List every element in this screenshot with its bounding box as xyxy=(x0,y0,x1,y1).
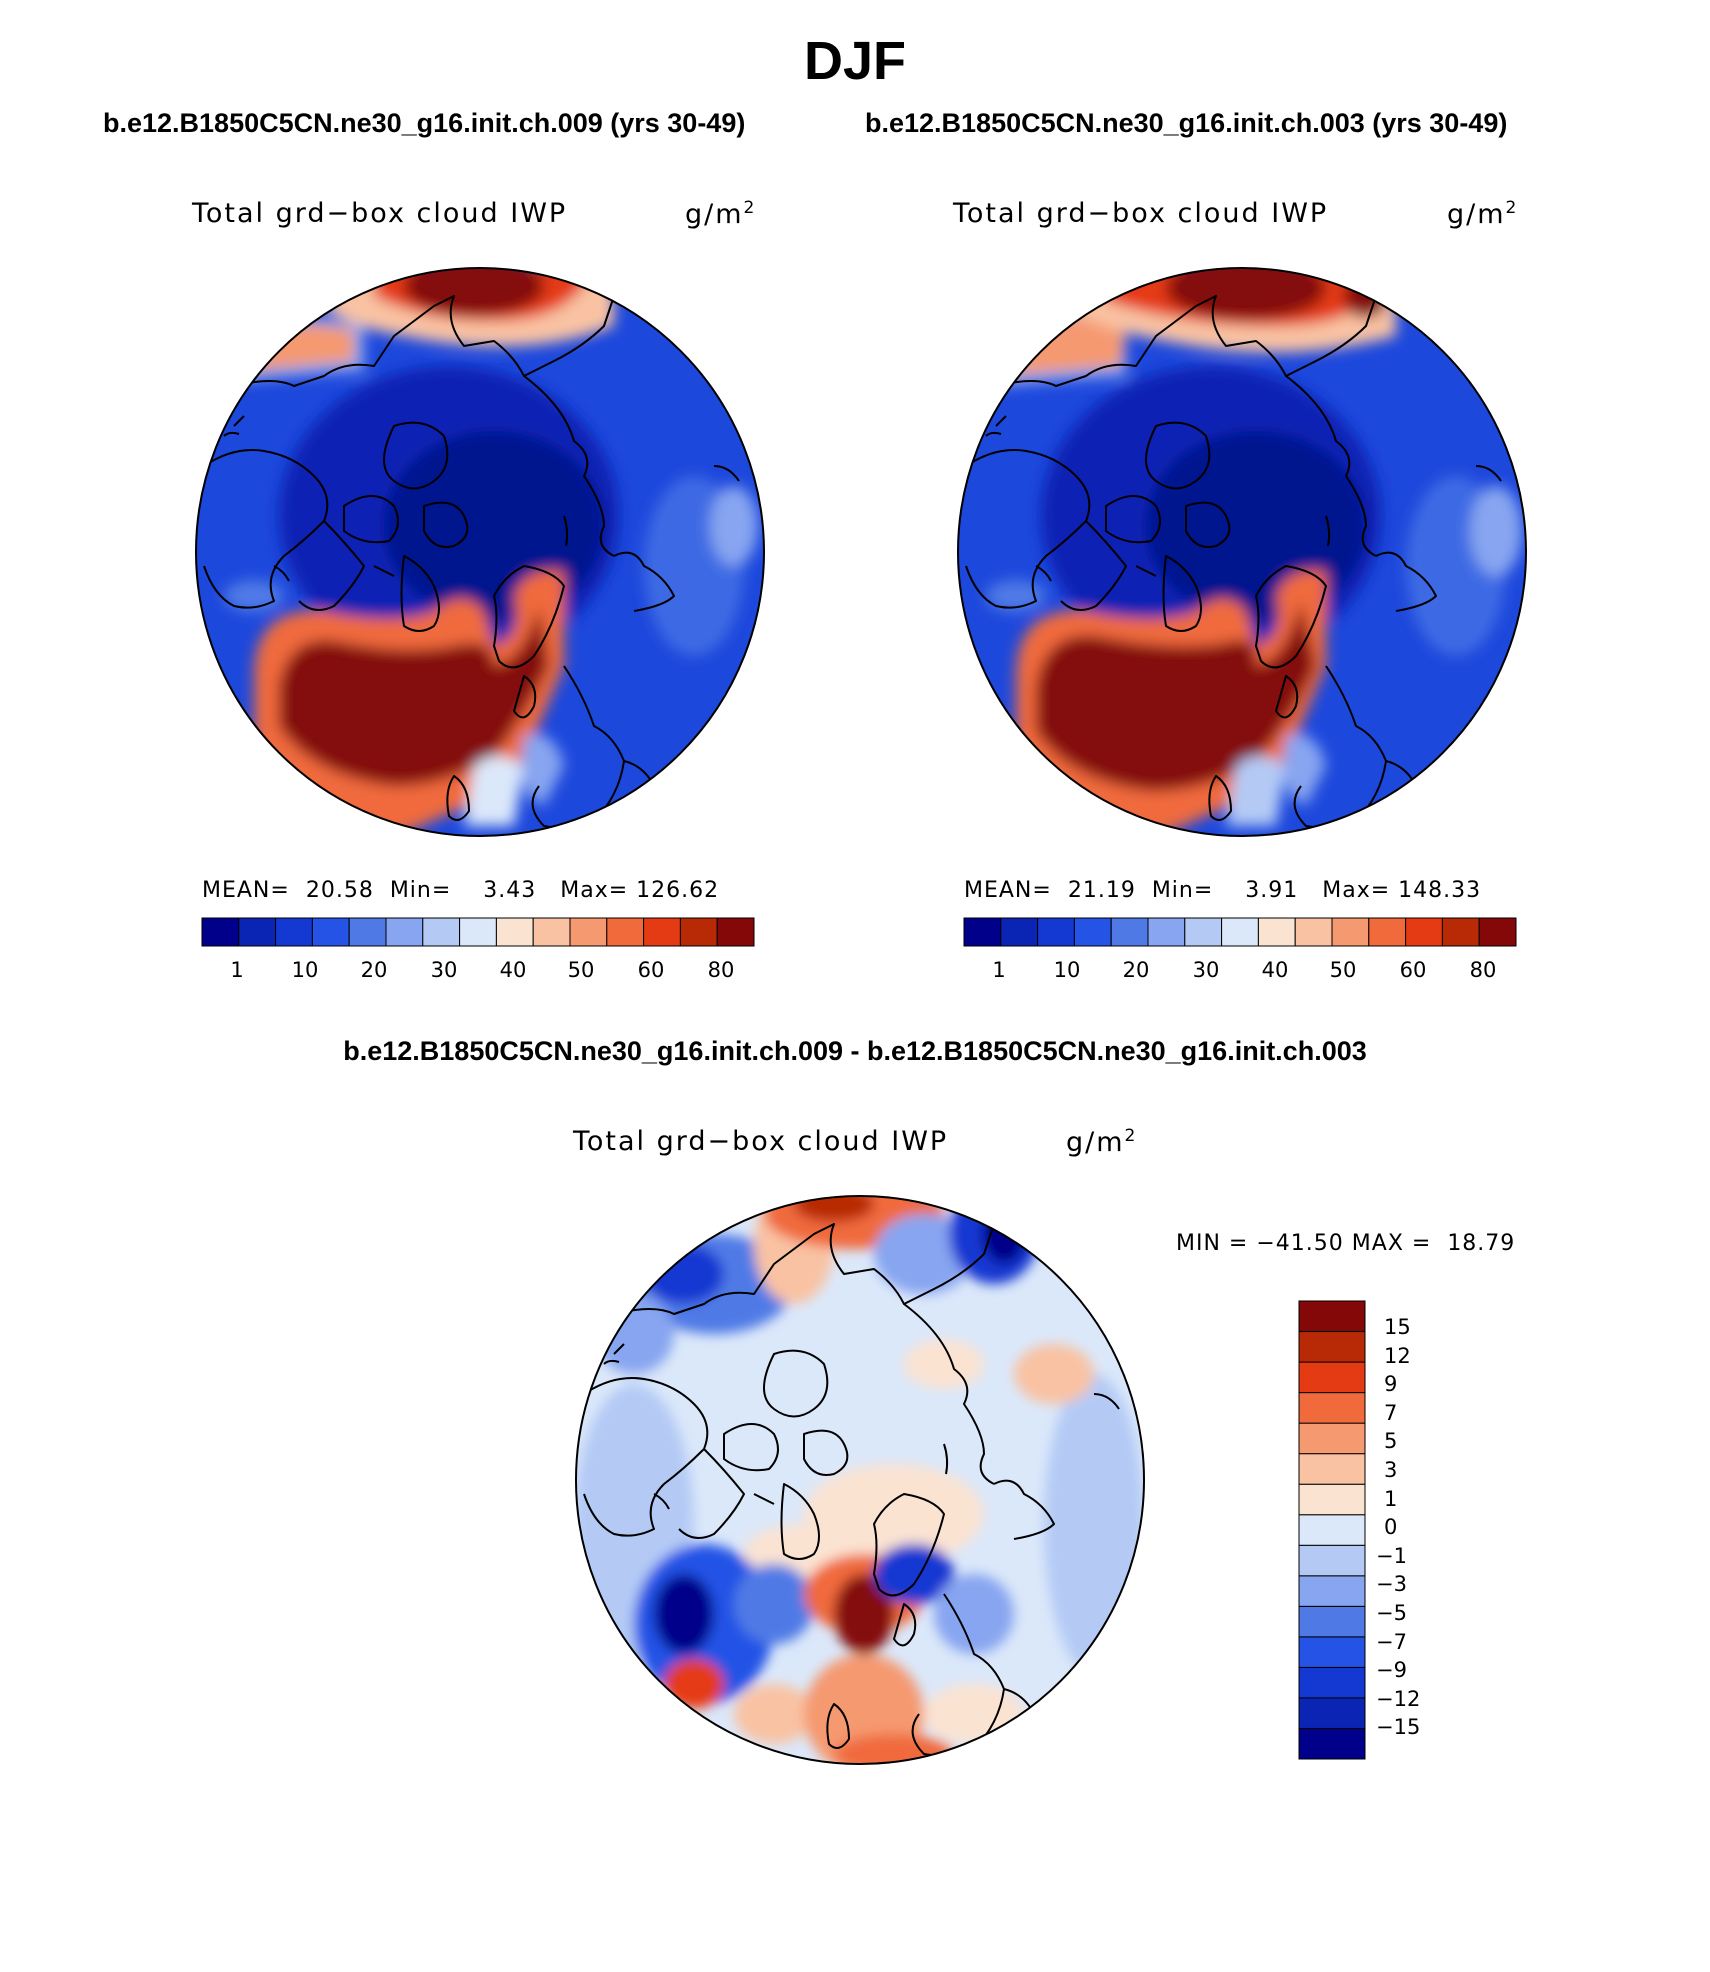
cbar-tick: 50 xyxy=(567,958,595,982)
panel-b-stats: MEAN= 21.19 Min= 3.91 Max= 148.33 xyxy=(964,878,1482,903)
colorbar-swatch xyxy=(1257,917,1296,947)
colorbar-swatch xyxy=(1110,917,1149,947)
colorbar-swatch xyxy=(1298,1636,1366,1668)
colorbar-swatch xyxy=(1298,1422,1366,1455)
colorbar-swatch xyxy=(569,917,608,947)
colorbar-swatch xyxy=(1298,1300,1366,1333)
colorbar-difference xyxy=(1298,1300,1366,1760)
colorbar-swatch xyxy=(1037,917,1075,947)
colorbar-swatch xyxy=(1294,917,1333,947)
cbar-tick: −1 xyxy=(1376,1544,1407,1568)
colorbar-swatch xyxy=(1331,917,1370,947)
case-b-title: b.e12.B1850C5CN.ne30_g16.init.ch.003 (yr… xyxy=(865,108,1508,138)
cbar-tick: 80 xyxy=(707,958,735,982)
polar-map-case-b xyxy=(957,267,1527,837)
colorbar-swatch xyxy=(1298,1605,1366,1638)
cbar-tick: 40 xyxy=(1261,958,1289,982)
diff-minmax: MIN = −41.50 MAX = 18.79 xyxy=(1176,1231,1516,1256)
colorbar-b-ticks: 1 10 20 30 40 50 60 80 xyxy=(963,958,1517,988)
colorbar-case-b xyxy=(963,917,1517,947)
colorbar-swatch xyxy=(1184,917,1223,947)
case-a-title: b.e12.B1850C5CN.ne30_g16.init.ch.009 (yr… xyxy=(103,108,746,138)
colorbar-swatch xyxy=(422,917,461,947)
cbar-tick: 50 xyxy=(1329,958,1357,982)
cbar-tick: 60 xyxy=(637,958,665,982)
cbar-tick: 5 xyxy=(1384,1429,1398,1453)
cbar-tick: 15 xyxy=(1384,1315,1411,1339)
cbar-tick: 20 xyxy=(360,958,388,982)
colorbar-swatch xyxy=(1298,1727,1366,1760)
cbar-tick: 1 xyxy=(230,958,244,982)
colorbar-swatch xyxy=(1298,1575,1366,1607)
cbar-tick: −9 xyxy=(1376,1658,1407,1682)
cbar-tick: 80 xyxy=(1469,958,1497,982)
colorbar-swatch xyxy=(963,917,1002,947)
colorbar-swatch xyxy=(643,917,681,947)
colorbar-swatch xyxy=(1298,1392,1366,1424)
cbar-tick: 40 xyxy=(499,958,527,982)
colorbar-a-ticks: 1 10 20 30 40 50 60 80 xyxy=(201,958,755,988)
cbar-tick: 10 xyxy=(291,958,319,982)
panel-a-variable: Total grd−box cloud IWP xyxy=(192,198,568,229)
diff-units: g/m2 xyxy=(1066,1126,1138,1158)
polar-map-difference xyxy=(575,1195,1145,1765)
cbar-tick: −7 xyxy=(1376,1630,1407,1654)
cbar-tick: 9 xyxy=(1384,1372,1398,1396)
cbar-tick: 3 xyxy=(1384,1458,1398,1482)
colorbar-swatch xyxy=(1405,917,1443,947)
cbar-tick: −5 xyxy=(1376,1601,1407,1625)
colorbar-swatch xyxy=(238,917,277,947)
colorbar-swatch xyxy=(1221,917,1259,947)
colorbar-case-a xyxy=(201,917,755,947)
colorbar-swatch xyxy=(201,917,240,947)
colorbar-swatch xyxy=(1368,917,1407,947)
colorbar-swatch xyxy=(1298,1544,1366,1577)
diff-title: b.e12.B1850C5CN.ne30_g16.init.ch.009 - b… xyxy=(343,1036,1367,1066)
colorbar-swatch xyxy=(311,917,350,947)
cbar-tick: 7 xyxy=(1384,1401,1398,1425)
colorbar-swatch xyxy=(275,917,313,947)
colorbar-swatch xyxy=(1298,1453,1366,1485)
colorbar-swatch xyxy=(1298,1514,1366,1546)
colorbar-swatch xyxy=(1298,1666,1366,1699)
colorbar-swatch xyxy=(459,917,497,947)
cbar-tick: 60 xyxy=(1399,958,1427,982)
cbar-tick: 0 xyxy=(1384,1515,1398,1539)
panel-a-stats: MEAN= 20.58 Min= 3.43 Max= 126.62 xyxy=(202,878,720,903)
diff-variable: Total grd−box cloud IWP xyxy=(573,1126,949,1157)
cbar-tick: −15 xyxy=(1376,1715,1421,1739)
colorbar-swatch xyxy=(1073,917,1112,947)
colorbar-swatch xyxy=(348,917,387,947)
colorbar-swatch xyxy=(1298,1483,1366,1516)
colorbar-swatch xyxy=(495,917,534,947)
cbar-tick: 1 xyxy=(992,958,1006,982)
colorbar-swatch xyxy=(1298,1331,1366,1363)
cbar-tick: 12 xyxy=(1384,1344,1411,1368)
cbar-tick: 20 xyxy=(1122,958,1150,982)
cbar-tick: −12 xyxy=(1376,1687,1421,1711)
polar-map-case-a xyxy=(195,267,765,837)
colorbar-swatch xyxy=(1298,1697,1366,1729)
colorbar-swatch xyxy=(679,917,718,947)
cbar-tick: 30 xyxy=(1192,958,1220,982)
colorbar-swatch xyxy=(1000,917,1039,947)
cbar-tick: 1 xyxy=(1384,1487,1398,1511)
colorbar-swatch xyxy=(1298,1361,1366,1394)
colorbar-swatch xyxy=(1478,917,1517,947)
cbar-tick: 30 xyxy=(430,958,458,982)
colorbar-swatch xyxy=(1147,917,1186,947)
colorbar-swatch xyxy=(532,917,571,947)
panel-b-variable: Total grd−box cloud IWP xyxy=(953,198,1329,229)
colorbar-diff-ticks: 15 12 9 7 5 3 1 0 −1 −3 −5 −7 −9 −12 −15 xyxy=(1376,1300,1464,1760)
figure-title: DJF xyxy=(803,31,906,91)
panel-a-units: g/m2 xyxy=(685,198,757,230)
colorbar-swatch xyxy=(606,917,645,947)
colorbar-swatch xyxy=(1441,917,1480,947)
cbar-tick: 10 xyxy=(1053,958,1081,982)
colorbar-swatch xyxy=(716,917,755,947)
cbar-tick: −3 xyxy=(1376,1572,1407,1596)
panel-b-units: g/m2 xyxy=(1447,198,1519,230)
colorbar-swatch xyxy=(385,917,424,947)
